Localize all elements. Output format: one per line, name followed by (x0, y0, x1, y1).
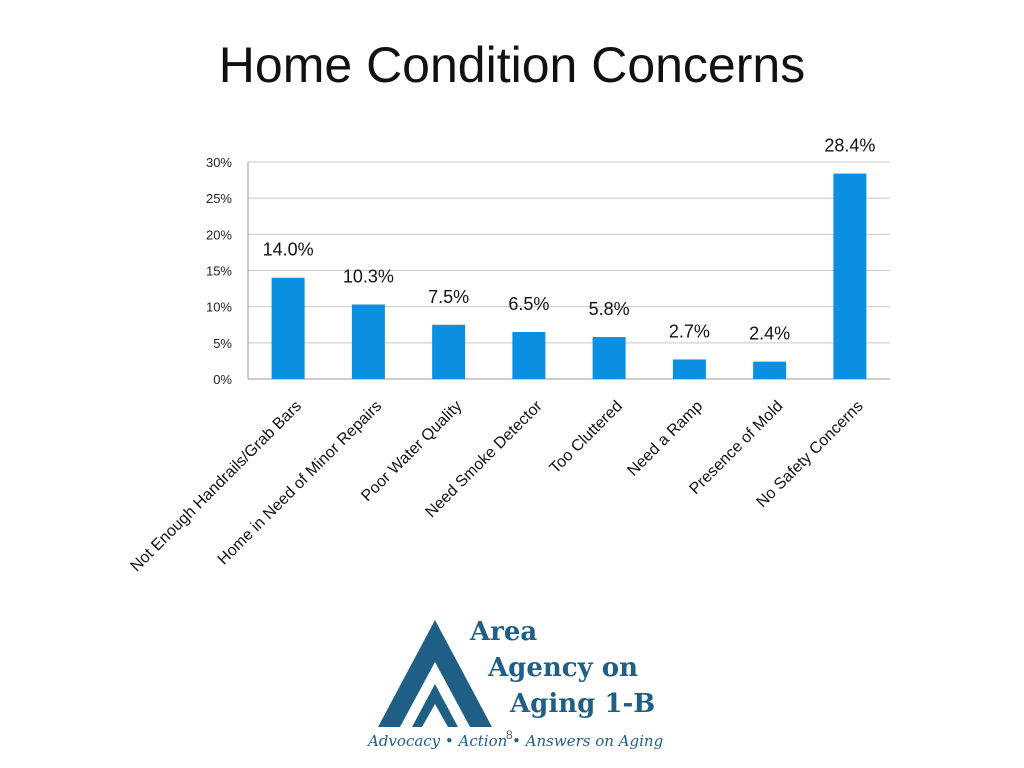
logo-text-line3: Aging 1-B (510, 689, 656, 719)
data-label: 6.5% (508, 294, 549, 314)
data-label: 14.0% (263, 240, 314, 260)
category-label: Not Enough Handrails/Grab Bars (128, 398, 305, 575)
bar (432, 324, 466, 379)
slide-title: Home Condition Concerns (218, 37, 806, 93)
logo-text-line1: Area (470, 617, 538, 647)
logo-text-line2: Agency on (488, 653, 639, 683)
bar (512, 331, 546, 379)
data-labels: 14.0% 10.3% 7.5% 6.5% 5.8% 2.7% 2.4% 28.4% (263, 136, 876, 344)
bar (271, 277, 305, 379)
y-tick-label: 10% (206, 300, 232, 315)
data-label: 2.7% (669, 321, 710, 341)
logo-tagline: Advocacy • Action • Answers on Aging (368, 732, 664, 750)
data-label: 5.8% (589, 299, 630, 319)
category-label: Too Cluttered (547, 398, 626, 477)
category-label: Need a Ramp (624, 398, 706, 480)
bar-chart: 0% 5% 10% 15% 20% 25% 30% 14.0% 10.3% 7.5% 6.5% 5.… (128, 136, 890, 575)
agency-logo: Area Agency on Aging 1-B Advocacy • Acti… (360, 612, 670, 762)
bar (351, 304, 385, 379)
y-tick-label: 5% (213, 336, 232, 351)
y-tick-label: 25% (206, 191, 232, 206)
data-label: 10.3% (343, 266, 394, 286)
data-label: 7.5% (428, 287, 469, 307)
bar (753, 361, 787, 379)
y-tick-label: 15% (206, 264, 232, 279)
bar (672, 359, 706, 379)
triangle-logo-icon (378, 620, 492, 727)
data-label: 28.4% (824, 136, 875, 156)
data-label: 2.4% (749, 324, 790, 344)
category-label: Home in Need of Minor Repairs (215, 398, 385, 568)
y-tick-label: 30% (206, 155, 232, 170)
bar (592, 337, 626, 379)
bars (271, 173, 867, 379)
y-tick-label: 20% (206, 227, 232, 242)
y-tick-label: 0% (213, 372, 232, 387)
bar (833, 173, 867, 379)
page-number: 8 (506, 728, 513, 742)
